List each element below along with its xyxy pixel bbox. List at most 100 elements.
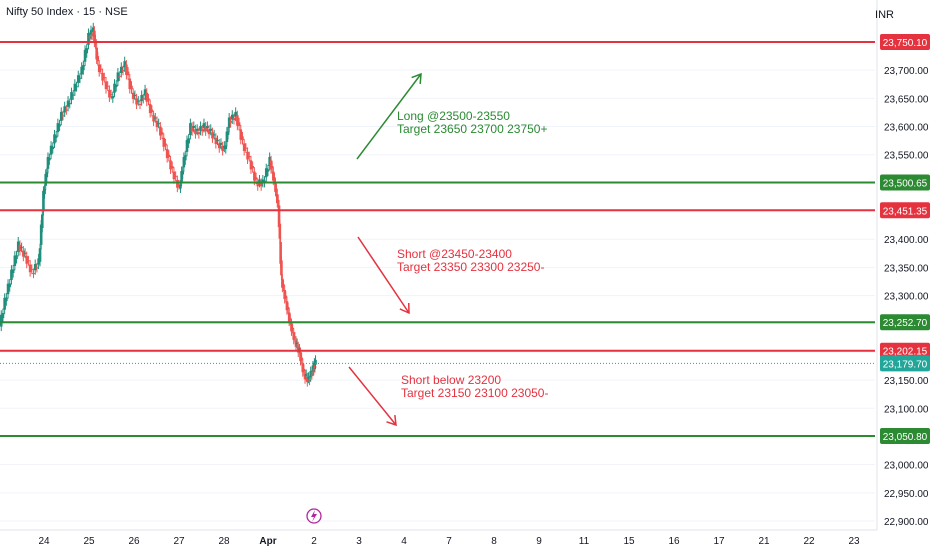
candle-body	[0, 314, 3, 327]
candle-body	[51, 146, 55, 150]
candle-body	[68, 103, 72, 105]
candle-body	[66, 100, 70, 107]
candle-body	[63, 106, 66, 113]
x-tick-label: 11	[579, 536, 590, 547]
candle-body	[104, 81, 108, 90]
level-price-badge	[880, 174, 930, 191]
candle-body	[214, 137, 218, 144]
candle-body	[291, 327, 294, 329]
candle-body	[20, 247, 23, 249]
candle-body	[274, 182, 277, 192]
long-arrow[interactable]	[356, 73, 422, 160]
candle-body	[306, 377, 309, 383]
candle-body	[269, 160, 273, 170]
candle-body	[148, 103, 152, 114]
candle-body	[147, 98, 150, 101]
candle-body	[82, 65, 85, 71]
candle-body	[211, 132, 214, 139]
candle-body	[307, 376, 310, 379]
candle-body	[90, 33, 94, 36]
candle-body	[275, 188, 278, 191]
current-price-label: 23,179.70	[883, 359, 928, 370]
candle-body	[221, 146, 224, 152]
x-tick-label: 4	[401, 536, 407, 547]
candle-body	[224, 145, 228, 150]
candle-body	[157, 123, 160, 125]
x-tick-label: 8	[491, 536, 497, 547]
level-price-badge	[880, 342, 930, 359]
candle-body	[177, 184, 181, 186]
candle-body	[41, 214, 44, 228]
candle-body	[5, 297, 8, 302]
candle-body	[108, 89, 111, 98]
candle-body	[298, 348, 301, 350]
y-tick-label: 23,700.00	[884, 66, 929, 77]
candle-body	[212, 134, 216, 136]
candle-body	[287, 312, 291, 322]
candle-body	[85, 48, 89, 54]
candle-body	[241, 136, 244, 141]
candle-body	[272, 171, 275, 181]
candle-body	[312, 368, 316, 371]
annotation-line2: Target 23350 23300 23250-	[397, 260, 544, 274]
candle-body	[123, 61, 126, 68]
candle-body	[289, 318, 292, 321]
candle-body	[131, 92, 135, 99]
candle-body	[300, 357, 303, 360]
candle-body	[165, 149, 169, 159]
candle-body	[70, 92, 73, 100]
candle-body	[256, 182, 260, 187]
candle-body	[56, 123, 60, 133]
candle-body	[128, 78, 132, 90]
y-tick-label: 23,150.00	[884, 376, 929, 387]
y-tick-label: 22,950.00	[884, 489, 929, 500]
short-arrow-2[interactable]	[348, 366, 397, 426]
candle-body	[96, 56, 100, 62]
current-price-badge	[880, 355, 930, 372]
level-price-badge	[880, 428, 930, 445]
candle-body	[38, 248, 42, 262]
candle-body	[30, 268, 34, 270]
candle-body	[281, 278, 284, 288]
candle-body	[251, 165, 254, 169]
candle-body	[273, 177, 276, 180]
candle-body	[59, 111, 63, 121]
candle-body	[133, 94, 137, 96]
candle-body	[28, 264, 32, 273]
candle-body	[279, 242, 282, 264]
candle-body	[202, 123, 206, 128]
y-tick-label: 23,650.00	[884, 94, 929, 105]
candle-body	[195, 128, 199, 131]
candle-body	[194, 129, 197, 135]
candle-body	[25, 256, 29, 264]
candle-body	[314, 359, 317, 365]
short-arrow-1[interactable]	[357, 236, 410, 314]
candle-body	[268, 156, 271, 166]
y-tick-label: 23,300.00	[884, 292, 929, 303]
candle-body	[46, 156, 50, 169]
candle-body	[32, 273, 35, 275]
candle-body	[181, 170, 185, 175]
candle-body	[22, 250, 25, 257]
candle-body	[275, 194, 279, 204]
candle-body	[45, 172, 49, 178]
candle-body	[176, 180, 179, 188]
candle-body	[183, 155, 187, 161]
candle-body	[6, 283, 10, 295]
candle-body	[286, 306, 290, 310]
candle-body	[239, 129, 243, 140]
candle-body	[136, 100, 140, 102]
candle-body	[266, 169, 270, 172]
candle-body	[119, 66, 123, 73]
candle-body	[217, 143, 221, 149]
candle-body	[192, 125, 196, 128]
candle-body	[301, 363, 305, 373]
candle-body	[223, 145, 226, 148]
candle-body	[140, 94, 143, 102]
x-tick-label: 7	[446, 536, 452, 547]
candle-body	[219, 142, 223, 145]
candle-body	[37, 258, 40, 265]
level-price-label: 23,451.35	[883, 206, 928, 217]
candle-body	[159, 126, 162, 136]
